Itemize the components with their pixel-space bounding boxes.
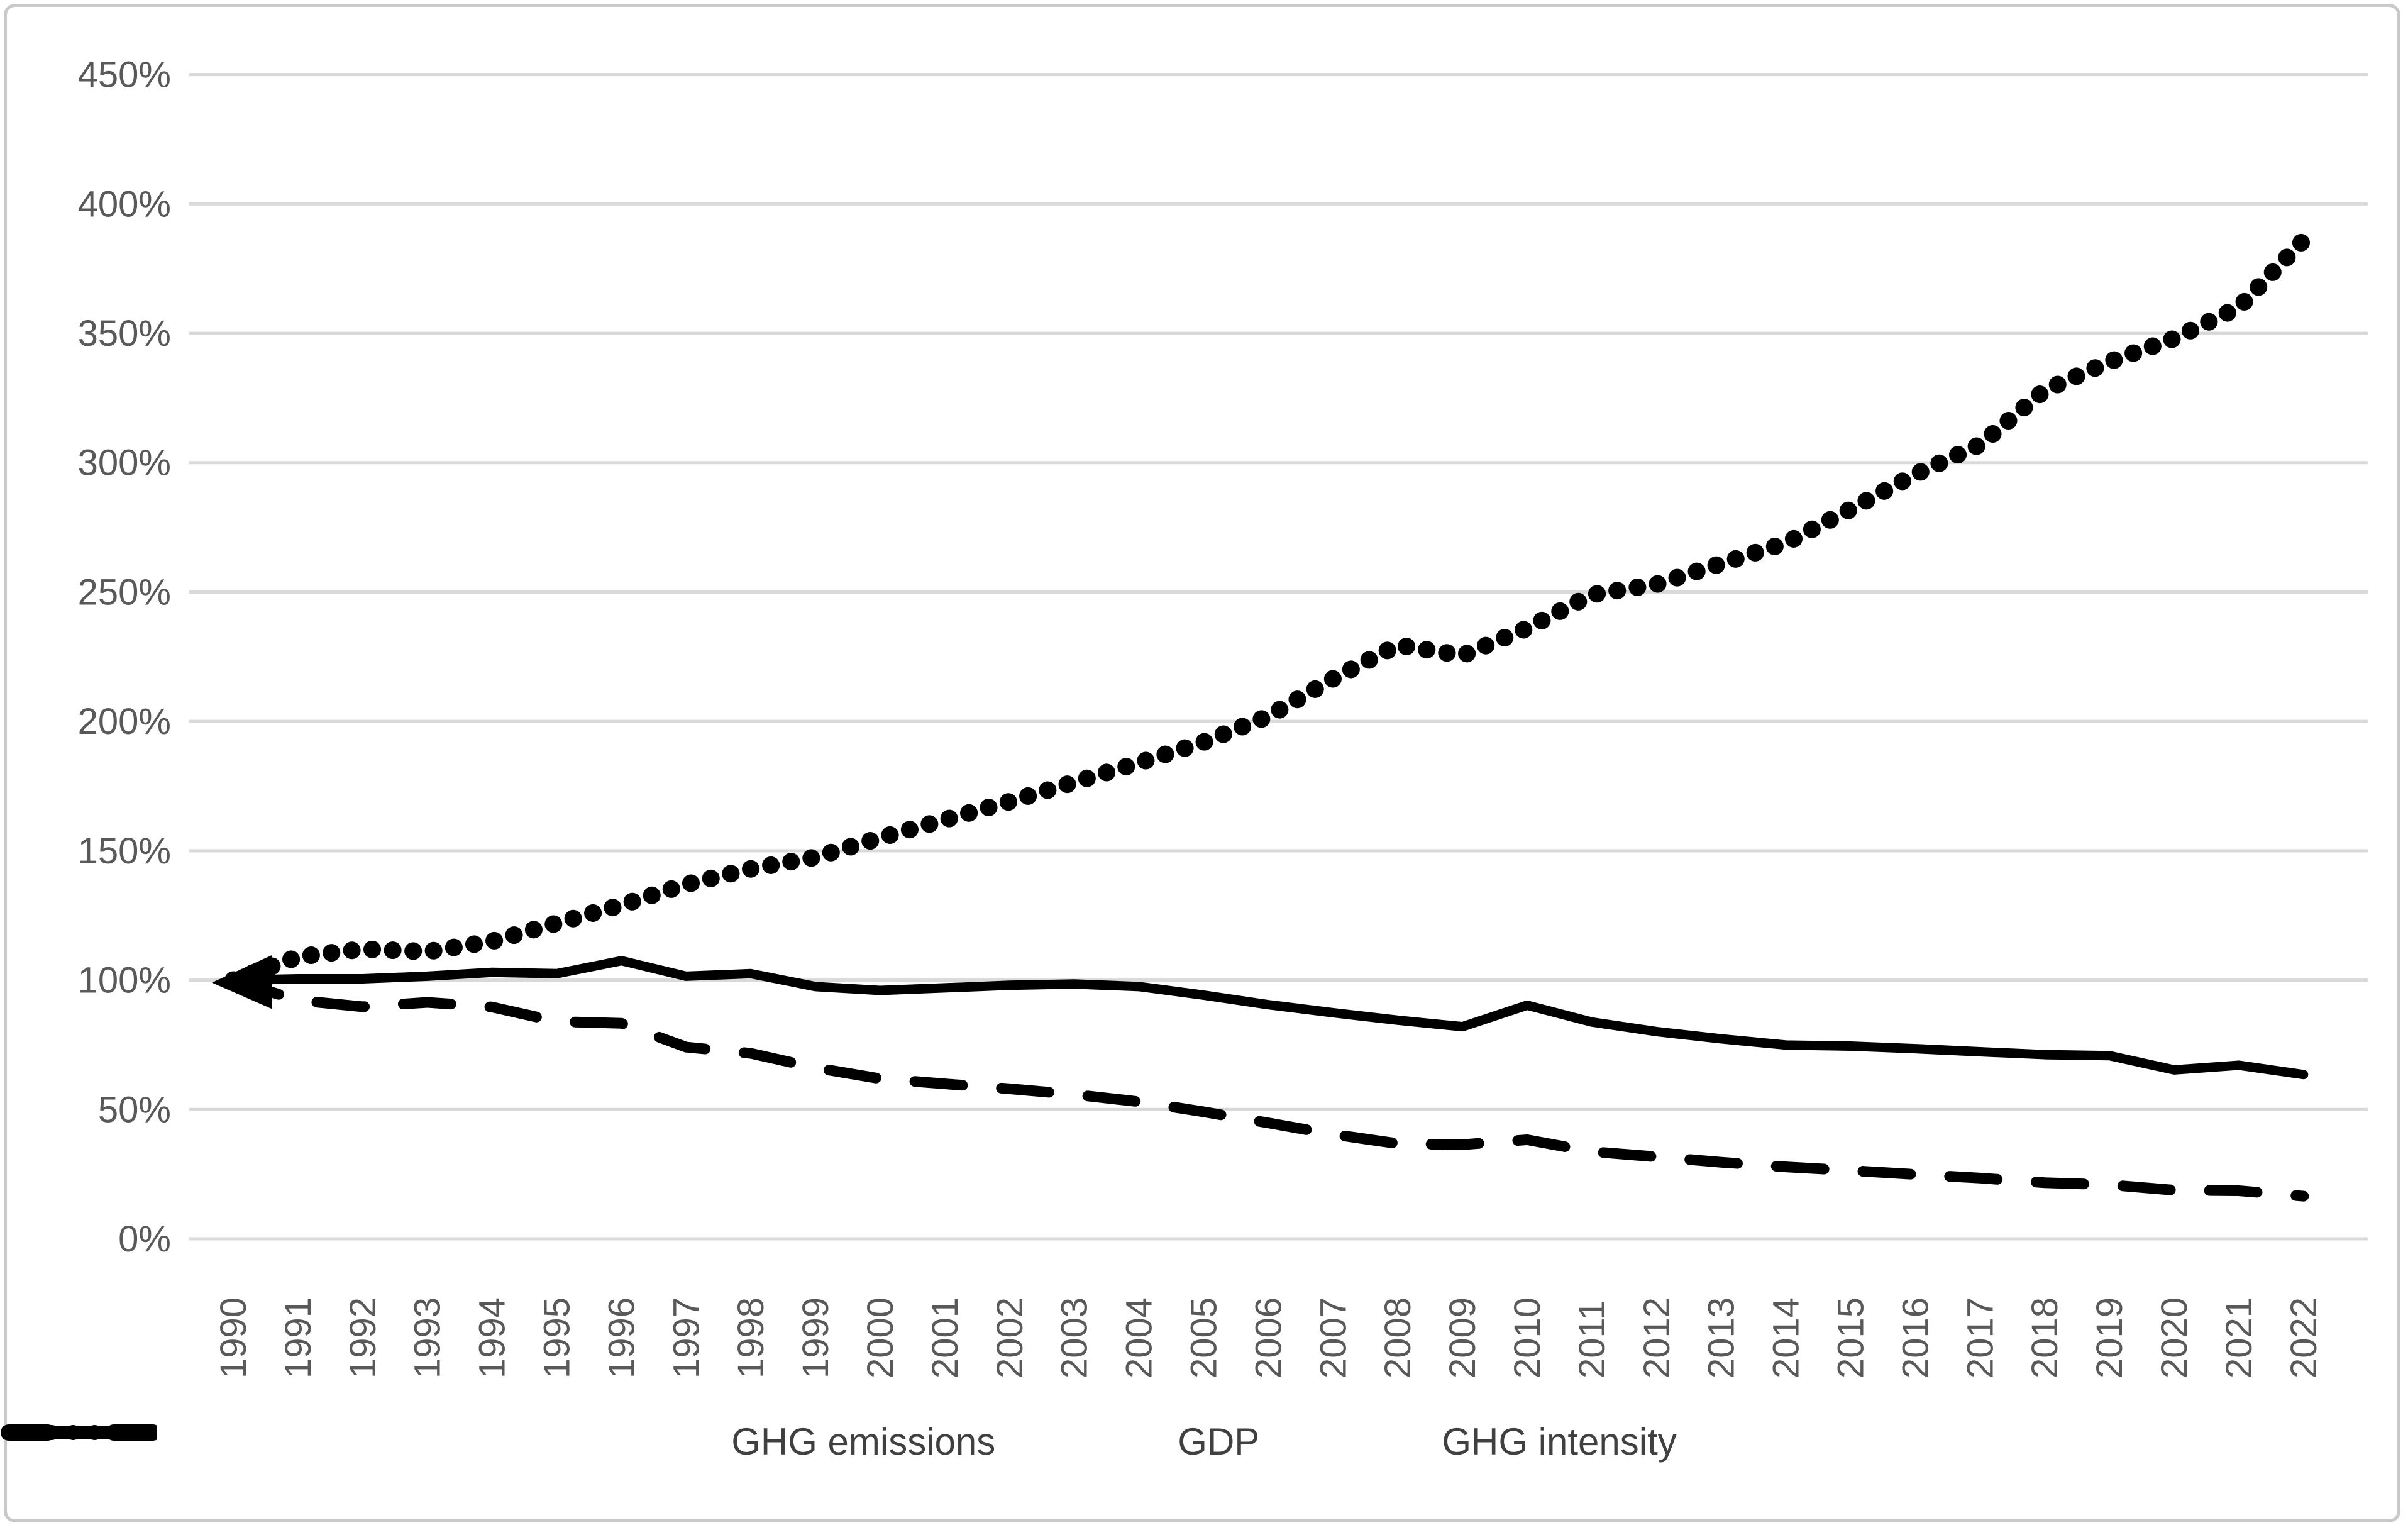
y-tick-label-300: 300% bbox=[78, 443, 171, 484]
x-tick-label-2002: 2002 bbox=[990, 1297, 1030, 1378]
x-tick-label-1991: 1991 bbox=[278, 1297, 319, 1378]
legend-label: GHG intensity bbox=[1442, 1421, 1677, 1463]
y-tick-label-250: 250% bbox=[78, 572, 171, 613]
x-tick-label-1998: 1998 bbox=[731, 1297, 771, 1378]
y-tick-label-150: 150% bbox=[78, 831, 171, 872]
x-tick-label-2015: 2015 bbox=[1831, 1297, 1872, 1378]
x-tick-label-1993: 1993 bbox=[407, 1297, 448, 1378]
legend-label: GDP bbox=[1178, 1421, 1260, 1463]
y-tick-label-200: 200% bbox=[78, 701, 171, 742]
x-tick-label-2001: 2001 bbox=[925, 1297, 966, 1378]
x-tick-label-2021: 2021 bbox=[2219, 1297, 2260, 1378]
x-tick-label-2016: 2016 bbox=[1895, 1297, 1936, 1378]
x-tick-label-2011: 2011 bbox=[1572, 1300, 1613, 1378]
legend-item-ghg-intensity: GHG intensity bbox=[1, 1420, 1677, 1463]
y-tick-label-400: 400% bbox=[78, 184, 171, 225]
x-tick-label-1996: 1996 bbox=[601, 1297, 642, 1378]
legend-item-gdp: GDP bbox=[1, 1420, 1260, 1463]
x-tick-label-2017: 2017 bbox=[1960, 1297, 2001, 1378]
x-tick-label-2009: 2009 bbox=[1442, 1297, 1483, 1378]
x-tick-label-2000: 2000 bbox=[860, 1297, 901, 1378]
legend-line-sample-dashed bbox=[1, 1424, 157, 1441]
x-tick-label-2004: 2004 bbox=[1119, 1297, 1160, 1378]
x-tick-label-2006: 2006 bbox=[1248, 1297, 1289, 1378]
x-tick-label-2022: 2022 bbox=[2284, 1297, 2324, 1378]
x-tick-label-1990: 1990 bbox=[213, 1297, 254, 1378]
x-tick-label-1994: 1994 bbox=[472, 1297, 513, 1378]
y-tick-label-100: 100% bbox=[78, 960, 171, 1001]
x-tick-label-2003: 2003 bbox=[1054, 1297, 1095, 1378]
x-tick-label-2019: 2019 bbox=[2089, 1297, 2130, 1378]
legend-label: GHG emissions bbox=[731, 1421, 996, 1463]
y-tick-label-50: 50% bbox=[98, 1089, 171, 1130]
legend-item-ghg-emissions: GHG emissions bbox=[3, 1420, 996, 1463]
x-tick-label-2012: 2012 bbox=[1637, 1297, 1677, 1378]
legend: GHG emissions GDP GHG intensity bbox=[0, 1420, 2408, 1463]
x-tick-label-1995: 1995 bbox=[537, 1297, 578, 1378]
x-tick-label-1999: 1999 bbox=[795, 1297, 836, 1378]
x-tick-label-1997: 1997 bbox=[666, 1297, 707, 1378]
x-tick-label-2010: 2010 bbox=[1507, 1297, 1548, 1378]
x-tick-label-2020: 2020 bbox=[2154, 1297, 2195, 1378]
x-tick-label-2008: 2008 bbox=[1378, 1297, 1418, 1378]
series-line-gdp bbox=[224, 231, 2312, 989]
x-tick-label-2018: 2018 bbox=[2024, 1297, 2065, 1378]
x-tick-label-1992: 1992 bbox=[343, 1297, 384, 1378]
x-tick-label-2013: 2013 bbox=[1701, 1297, 1742, 1378]
x-tick-label-2014: 2014 bbox=[1766, 1297, 1807, 1378]
y-tick-label-0: 0% bbox=[118, 1219, 171, 1260]
x-tick-label-2005: 2005 bbox=[1184, 1297, 1225, 1378]
series-line-ghg-emissions bbox=[228, 956, 2309, 1080]
series-line-ghg-intensity bbox=[228, 975, 2309, 1202]
y-tick-label-350: 350% bbox=[78, 313, 171, 354]
y-tick-label-450: 450% bbox=[78, 55, 171, 96]
x-tick-label-2007: 2007 bbox=[1313, 1297, 1354, 1378]
chart-outer-border bbox=[4, 4, 2400, 1522]
